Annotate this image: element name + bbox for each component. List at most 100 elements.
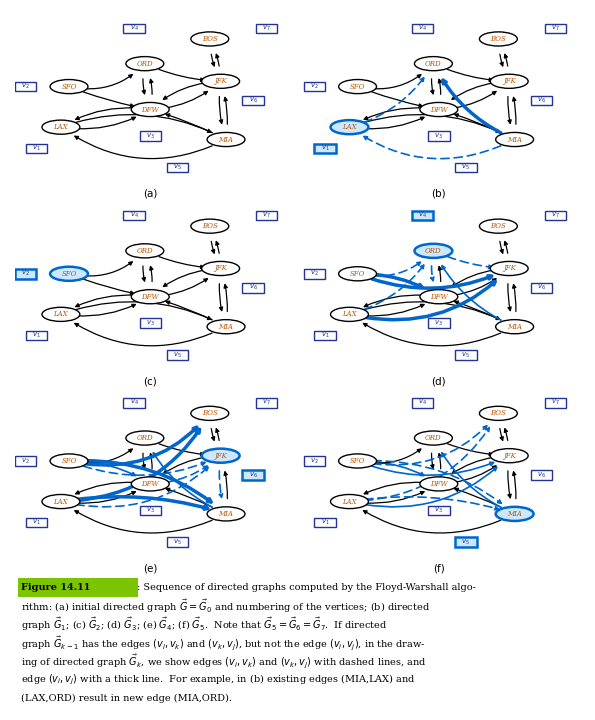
FancyArrowPatch shape [76, 482, 135, 494]
Ellipse shape [191, 219, 228, 233]
Ellipse shape [420, 102, 458, 117]
Text: $v_5$: $v_5$ [173, 351, 181, 359]
Text: BOS: BOS [490, 35, 506, 43]
FancyArrowPatch shape [455, 114, 501, 132]
FancyArrowPatch shape [76, 108, 135, 120]
FancyArrowPatch shape [365, 117, 424, 129]
Text: $v_5$: $v_5$ [173, 163, 181, 172]
Text: $v_4$: $v_4$ [130, 24, 139, 33]
FancyArrowPatch shape [365, 305, 424, 316]
FancyArrowPatch shape [365, 497, 498, 510]
FancyArrowPatch shape [76, 302, 211, 320]
Text: : Sequence of directed graphs computed by the Floyd-Warshall algo-: : Sequence of directed graphs computed b… [137, 583, 476, 592]
Ellipse shape [42, 495, 80, 508]
FancyArrowPatch shape [216, 241, 219, 253]
Text: $v_3$: $v_3$ [434, 318, 443, 328]
FancyBboxPatch shape [455, 350, 477, 360]
Ellipse shape [415, 244, 452, 258]
Text: DFW: DFW [430, 106, 447, 114]
FancyArrowPatch shape [447, 69, 493, 81]
FancyArrowPatch shape [508, 96, 511, 123]
FancyArrowPatch shape [364, 137, 501, 158]
FancyBboxPatch shape [15, 578, 138, 597]
FancyBboxPatch shape [26, 518, 47, 528]
Text: JFK: JFK [503, 451, 516, 459]
FancyArrowPatch shape [165, 279, 208, 295]
FancyBboxPatch shape [256, 24, 277, 33]
Text: DFW: DFW [430, 480, 447, 488]
FancyArrowPatch shape [443, 80, 501, 133]
Ellipse shape [415, 431, 452, 445]
Text: MIA: MIA [507, 323, 522, 330]
FancyBboxPatch shape [455, 163, 477, 173]
Text: JFK: JFK [503, 77, 516, 85]
FancyArrowPatch shape [455, 488, 501, 507]
FancyBboxPatch shape [531, 283, 552, 292]
FancyBboxPatch shape [428, 131, 449, 140]
FancyBboxPatch shape [314, 518, 336, 528]
Text: $v_7$: $v_7$ [262, 211, 271, 220]
FancyArrowPatch shape [220, 284, 223, 310]
Text: LAX: LAX [54, 498, 68, 505]
Ellipse shape [207, 320, 245, 334]
Text: Figure 14.11: Figure 14.11 [21, 583, 90, 592]
FancyBboxPatch shape [26, 330, 47, 341]
FancyArrowPatch shape [364, 510, 501, 533]
Text: DFW: DFW [430, 293, 447, 301]
FancyBboxPatch shape [303, 269, 325, 279]
FancyBboxPatch shape [140, 131, 161, 140]
FancyArrowPatch shape [211, 428, 215, 441]
FancyArrowPatch shape [365, 428, 489, 500]
Ellipse shape [339, 454, 377, 468]
FancyArrowPatch shape [365, 282, 495, 320]
FancyArrowPatch shape [164, 83, 205, 99]
FancyArrowPatch shape [224, 284, 227, 312]
Text: $v_1$: $v_1$ [321, 331, 330, 340]
FancyArrowPatch shape [83, 279, 134, 294]
FancyArrowPatch shape [454, 91, 496, 108]
Ellipse shape [131, 102, 169, 117]
Text: $v_4$: $v_4$ [130, 398, 139, 408]
FancyBboxPatch shape [242, 283, 264, 292]
Text: SFO: SFO [350, 83, 365, 91]
FancyArrowPatch shape [364, 482, 424, 494]
FancyArrowPatch shape [505, 54, 508, 66]
Text: DFW: DFW [142, 480, 159, 488]
FancyArrowPatch shape [452, 270, 494, 287]
FancyArrowPatch shape [455, 301, 501, 320]
FancyBboxPatch shape [123, 398, 145, 408]
Ellipse shape [420, 477, 458, 491]
FancyArrowPatch shape [76, 114, 211, 132]
Text: ORD: ORD [425, 60, 441, 68]
FancyArrowPatch shape [442, 453, 501, 508]
FancyArrowPatch shape [452, 83, 494, 99]
Ellipse shape [480, 406, 517, 420]
Text: graph $\vec{G}_1$; (c) $\vec{G}_2$; (d) $\vec{G}_3$; (e) $\vec{G}_4$; (f) $\vec{: graph $\vec{G}_1$; (c) $\vec{G}_2$; (d) … [21, 616, 387, 634]
FancyArrowPatch shape [142, 266, 145, 281]
Text: MIA: MIA [507, 510, 522, 518]
Text: $v_6$: $v_6$ [537, 470, 546, 480]
Text: DFW: DFW [142, 106, 159, 114]
FancyArrowPatch shape [364, 78, 424, 122]
FancyBboxPatch shape [256, 211, 277, 220]
FancyArrowPatch shape [431, 266, 434, 281]
FancyArrowPatch shape [365, 467, 497, 507]
Ellipse shape [480, 219, 517, 233]
FancyBboxPatch shape [531, 470, 552, 480]
FancyArrowPatch shape [505, 428, 508, 441]
FancyArrowPatch shape [439, 454, 441, 469]
FancyArrowPatch shape [76, 430, 199, 500]
FancyArrowPatch shape [84, 462, 135, 475]
Text: $v_4$: $v_4$ [418, 24, 427, 33]
Text: $v_1$: $v_1$ [321, 144, 330, 153]
FancyBboxPatch shape [140, 505, 161, 515]
Text: SFO: SFO [61, 270, 77, 278]
Text: $v_6$: $v_6$ [537, 96, 546, 105]
Text: BOS: BOS [490, 222, 506, 230]
FancyArrowPatch shape [150, 454, 153, 469]
FancyBboxPatch shape [314, 330, 336, 341]
FancyArrowPatch shape [75, 510, 212, 533]
FancyBboxPatch shape [412, 211, 433, 220]
FancyArrowPatch shape [84, 449, 132, 463]
FancyBboxPatch shape [123, 24, 145, 33]
